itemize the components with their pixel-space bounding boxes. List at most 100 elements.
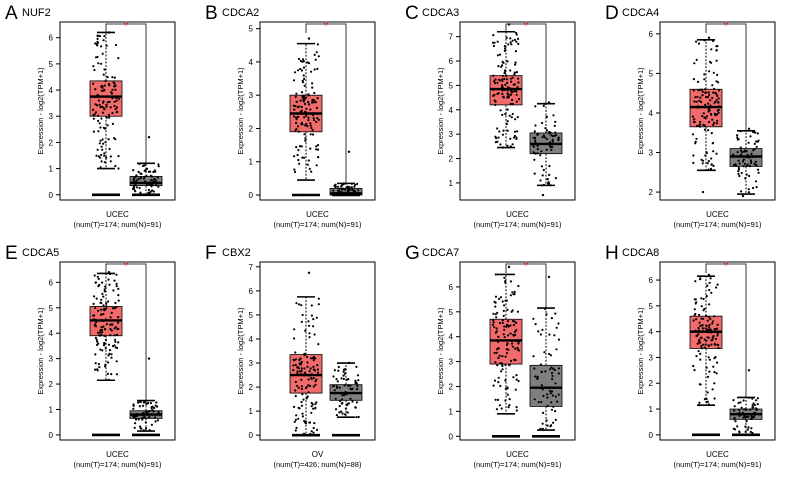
normal-point <box>349 397 352 400</box>
tumor-points <box>292 271 320 437</box>
tumor-point <box>496 140 499 143</box>
normal-point <box>137 170 140 173</box>
tumor-point <box>707 344 711 347</box>
tumor-point <box>308 332 311 335</box>
y-tick-label: 3 <box>649 353 654 362</box>
normal-point <box>534 105 537 108</box>
normal-point <box>755 408 758 411</box>
y-tick-label: 6 <box>449 57 454 66</box>
tumor-point <box>299 67 302 71</box>
normal-point <box>539 333 542 336</box>
normal-point <box>357 189 360 192</box>
tumor-point <box>103 161 106 164</box>
tumor-point <box>504 299 507 302</box>
normal-point <box>541 121 544 125</box>
tumor-point <box>713 101 716 104</box>
normal-point <box>542 168 545 172</box>
tumor-point <box>292 104 295 107</box>
tumor-point <box>507 325 510 328</box>
normal-point <box>341 398 344 401</box>
normal-point <box>150 185 153 188</box>
normal-point <box>552 421 555 424</box>
tumor-point <box>92 114 95 117</box>
normal-point <box>551 135 555 138</box>
normal-point <box>351 400 354 403</box>
tumor-point <box>315 401 318 404</box>
normal-point <box>752 402 755 405</box>
normal-point <box>756 132 759 135</box>
tumor-point <box>698 338 701 341</box>
tumor-point <box>514 50 517 53</box>
tumor-point <box>305 107 308 110</box>
tumor-points <box>92 271 120 437</box>
normal-point <box>351 387 354 390</box>
significance-star: * <box>724 259 729 273</box>
tumor-point <box>311 101 314 104</box>
tumor-point <box>304 111 307 114</box>
tumor-point <box>713 357 716 360</box>
tumor-point <box>703 38 707 42</box>
tumor-point <box>494 82 497 85</box>
tumor-point <box>316 67 319 70</box>
tumor-point <box>701 190 705 194</box>
tumor-point <box>99 329 102 332</box>
normal-point <box>737 159 740 162</box>
tumor-point <box>716 334 719 337</box>
normal-point <box>750 152 753 155</box>
tumor-point <box>306 163 309 166</box>
tumor-point <box>703 346 706 349</box>
normal-point <box>551 145 554 148</box>
x-axis-label: UCEC <box>706 450 729 459</box>
normal-point <box>756 397 759 400</box>
tumor-point <box>511 345 514 348</box>
tumor-point <box>95 154 98 157</box>
tumor-point <box>717 97 720 100</box>
normal-point <box>344 407 347 410</box>
y-tick-label: 5 <box>649 302 654 311</box>
normal-point <box>557 367 560 370</box>
tumor-point <box>509 93 512 96</box>
normal-point <box>335 377 338 381</box>
sample-count-label: (num(T)=174; num(N)=91) <box>674 220 762 229</box>
normal-point <box>332 192 336 195</box>
tumor-point <box>511 76 514 79</box>
tumor-point <box>99 308 103 311</box>
tumor-point <box>501 321 504 324</box>
y-tick-label: 2 <box>649 379 654 388</box>
tumor-point <box>100 45 103 48</box>
tumor-point <box>513 130 517 133</box>
tumor-point <box>509 41 512 44</box>
tumor-point <box>503 69 507 72</box>
tumor-point <box>94 281 97 284</box>
tumor-point <box>510 359 513 362</box>
normal-point <box>147 357 151 360</box>
tumor-point <box>498 130 501 133</box>
tumor-point <box>117 321 120 324</box>
tumor-point <box>500 407 503 410</box>
tumor-point <box>307 37 311 40</box>
normal-point <box>745 420 748 423</box>
tumor-point <box>495 137 498 140</box>
normal-point <box>550 390 554 393</box>
tumor-point <box>303 116 306 119</box>
tumor-point <box>105 44 108 47</box>
y-tick-label: 0 <box>49 191 54 200</box>
tumor-point <box>699 336 702 339</box>
tumor-point <box>506 320 510 323</box>
tumor-point <box>102 100 105 103</box>
tumor-point <box>710 132 713 135</box>
tumor-point <box>115 273 118 276</box>
tumor-point <box>713 382 716 385</box>
tumor-point <box>505 351 509 355</box>
normal-point <box>540 150 543 153</box>
tumor-point <box>98 34 101 38</box>
tumor-point <box>310 405 313 408</box>
tumor-point <box>103 334 106 337</box>
tumor-point <box>315 316 318 319</box>
tumor-point <box>506 387 509 390</box>
tumor-point <box>513 83 516 86</box>
tumor-point <box>109 106 112 109</box>
y-tick-label: 6 <box>49 34 54 43</box>
normal-point <box>137 418 140 421</box>
normal-point <box>335 385 338 388</box>
